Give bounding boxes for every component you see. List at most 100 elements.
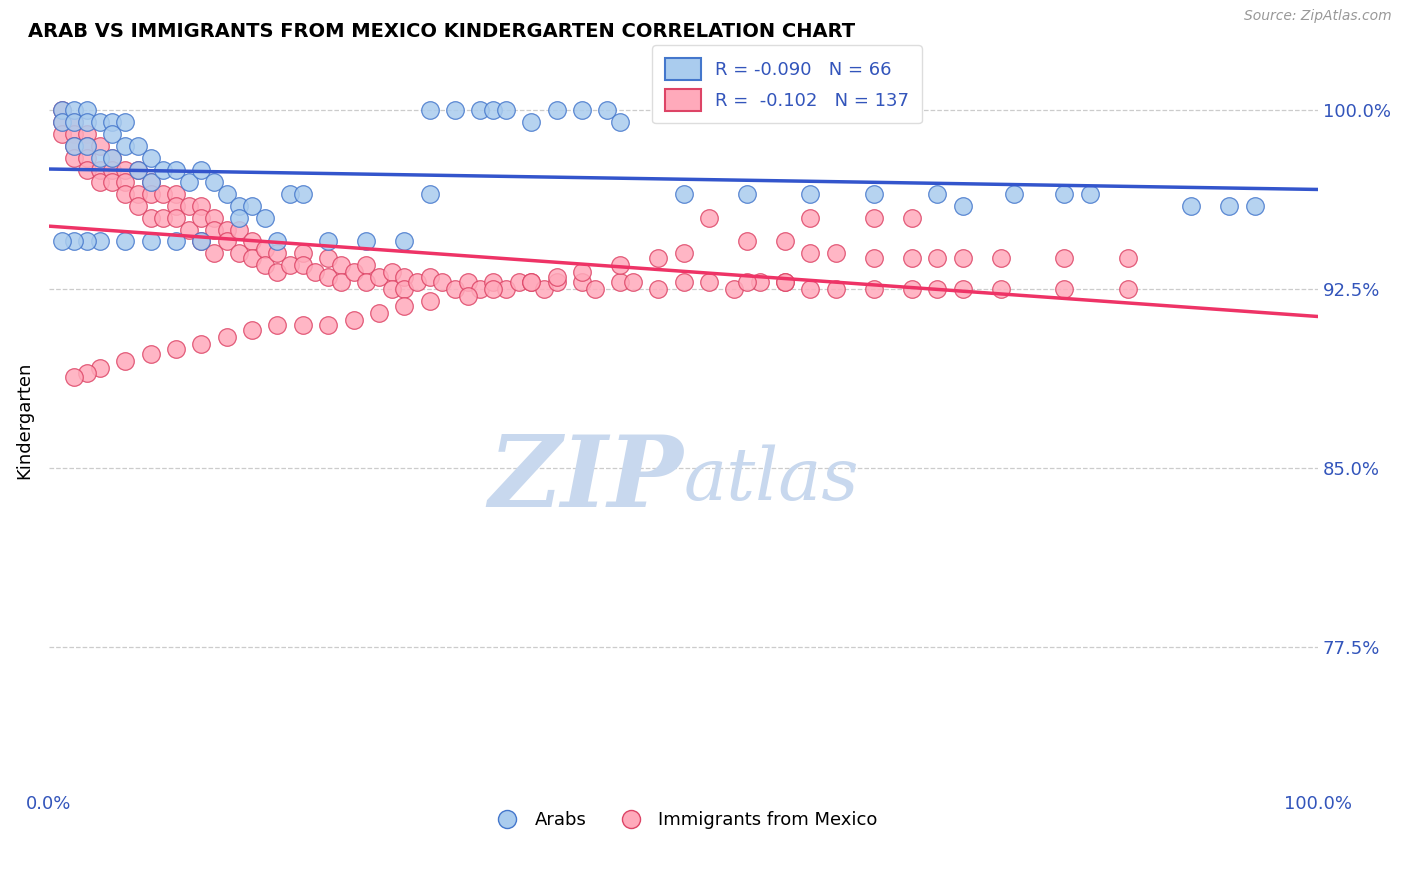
Point	[444, 103, 467, 118]
Point	[1116, 251, 1139, 265]
Point	[520, 115, 543, 129]
Point	[444, 282, 467, 296]
Point	[63, 139, 86, 153]
Point	[799, 246, 821, 260]
Point	[927, 186, 949, 201]
Point	[253, 242, 276, 256]
Point	[799, 186, 821, 201]
Point	[51, 103, 73, 118]
Point	[735, 235, 758, 249]
Point	[240, 199, 263, 213]
Point	[215, 235, 238, 249]
Text: ZIP: ZIP	[488, 431, 683, 528]
Point	[824, 246, 846, 260]
Point	[368, 270, 391, 285]
Point	[63, 103, 86, 118]
Point	[927, 251, 949, 265]
Point	[394, 235, 416, 249]
Point	[990, 251, 1012, 265]
Point	[304, 265, 326, 279]
Point	[190, 337, 212, 351]
Point	[228, 199, 250, 213]
Point	[63, 139, 86, 153]
Point	[824, 282, 846, 296]
Point	[394, 270, 416, 285]
Point	[647, 282, 669, 296]
Point	[316, 235, 339, 249]
Point	[253, 211, 276, 225]
Point	[177, 175, 200, 189]
Point	[127, 162, 149, 177]
Point	[571, 275, 593, 289]
Point	[952, 282, 974, 296]
Point	[89, 360, 111, 375]
Point	[419, 270, 441, 285]
Point	[495, 103, 517, 118]
Point	[291, 186, 314, 201]
Point	[89, 115, 111, 129]
Point	[63, 115, 86, 129]
Point	[419, 186, 441, 201]
Point	[546, 103, 568, 118]
Point	[51, 235, 73, 249]
Point	[215, 222, 238, 236]
Point	[773, 235, 796, 249]
Point	[316, 251, 339, 265]
Point	[202, 246, 225, 260]
Point	[278, 186, 301, 201]
Point	[89, 151, 111, 165]
Point	[63, 151, 86, 165]
Point	[240, 251, 263, 265]
Point	[253, 258, 276, 272]
Point	[697, 211, 720, 225]
Point	[114, 115, 136, 129]
Point	[266, 318, 288, 332]
Point	[901, 211, 924, 225]
Point	[202, 211, 225, 225]
Point	[101, 115, 124, 129]
Point	[381, 265, 404, 279]
Point	[546, 270, 568, 285]
Point	[329, 275, 352, 289]
Point	[266, 246, 288, 260]
Point	[316, 318, 339, 332]
Point	[394, 299, 416, 313]
Point	[381, 282, 404, 296]
Point	[177, 222, 200, 236]
Point	[165, 235, 187, 249]
Point	[316, 270, 339, 285]
Point	[63, 127, 86, 141]
Point	[139, 235, 162, 249]
Point	[76, 115, 98, 129]
Point	[1180, 199, 1202, 213]
Point	[165, 186, 187, 201]
Point	[342, 265, 364, 279]
Point	[76, 127, 98, 141]
Point	[1078, 186, 1101, 201]
Text: ARAB VS IMMIGRANTS FROM MEXICO KINDERGARTEN CORRELATION CHART: ARAB VS IMMIGRANTS FROM MEXICO KINDERGAR…	[28, 22, 855, 41]
Point	[215, 330, 238, 344]
Point	[432, 275, 454, 289]
Point	[139, 175, 162, 189]
Point	[190, 235, 212, 249]
Point	[1053, 282, 1076, 296]
Point	[228, 246, 250, 260]
Point	[990, 282, 1012, 296]
Point	[165, 342, 187, 356]
Point	[228, 211, 250, 225]
Point	[101, 127, 124, 141]
Point	[508, 275, 530, 289]
Point	[546, 275, 568, 289]
Point	[127, 186, 149, 201]
Point	[621, 275, 644, 289]
Point	[952, 199, 974, 213]
Point	[419, 103, 441, 118]
Point	[266, 235, 288, 249]
Point	[51, 115, 73, 129]
Point	[609, 115, 631, 129]
Point	[927, 282, 949, 296]
Point	[356, 235, 378, 249]
Point	[190, 235, 212, 249]
Point	[51, 127, 73, 141]
Point	[76, 103, 98, 118]
